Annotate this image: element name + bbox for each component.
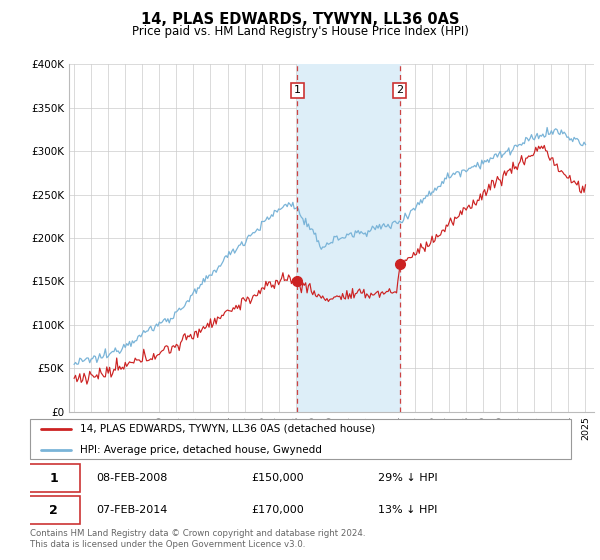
Text: £150,000: £150,000	[251, 473, 304, 483]
Text: 07-FEB-2014: 07-FEB-2014	[96, 505, 167, 515]
FancyBboxPatch shape	[27, 464, 80, 492]
FancyBboxPatch shape	[27, 496, 80, 525]
Text: 08-FEB-2008: 08-FEB-2008	[96, 473, 167, 483]
Text: 2: 2	[49, 504, 58, 517]
Text: 29% ↓ HPI: 29% ↓ HPI	[378, 473, 437, 483]
FancyBboxPatch shape	[30, 419, 571, 459]
Text: HPI: Average price, detached house, Gwynedd: HPI: Average price, detached house, Gwyn…	[80, 445, 322, 455]
Text: 14, PLAS EDWARDS, TYWYN, LL36 0AS (detached house): 14, PLAS EDWARDS, TYWYN, LL36 0AS (detac…	[80, 424, 375, 434]
Text: 2: 2	[396, 86, 403, 95]
Text: Price paid vs. HM Land Registry's House Price Index (HPI): Price paid vs. HM Land Registry's House …	[131, 25, 469, 38]
Text: Contains HM Land Registry data © Crown copyright and database right 2024.
This d: Contains HM Land Registry data © Crown c…	[30, 529, 365, 549]
Text: £170,000: £170,000	[251, 505, 304, 515]
Bar	[298, 64, 400, 412]
Text: 1: 1	[294, 86, 301, 95]
Text: 13% ↓ HPI: 13% ↓ HPI	[378, 505, 437, 515]
Text: 1: 1	[49, 472, 58, 484]
Text: 14, PLAS EDWARDS, TYWYN, LL36 0AS: 14, PLAS EDWARDS, TYWYN, LL36 0AS	[141, 12, 459, 27]
